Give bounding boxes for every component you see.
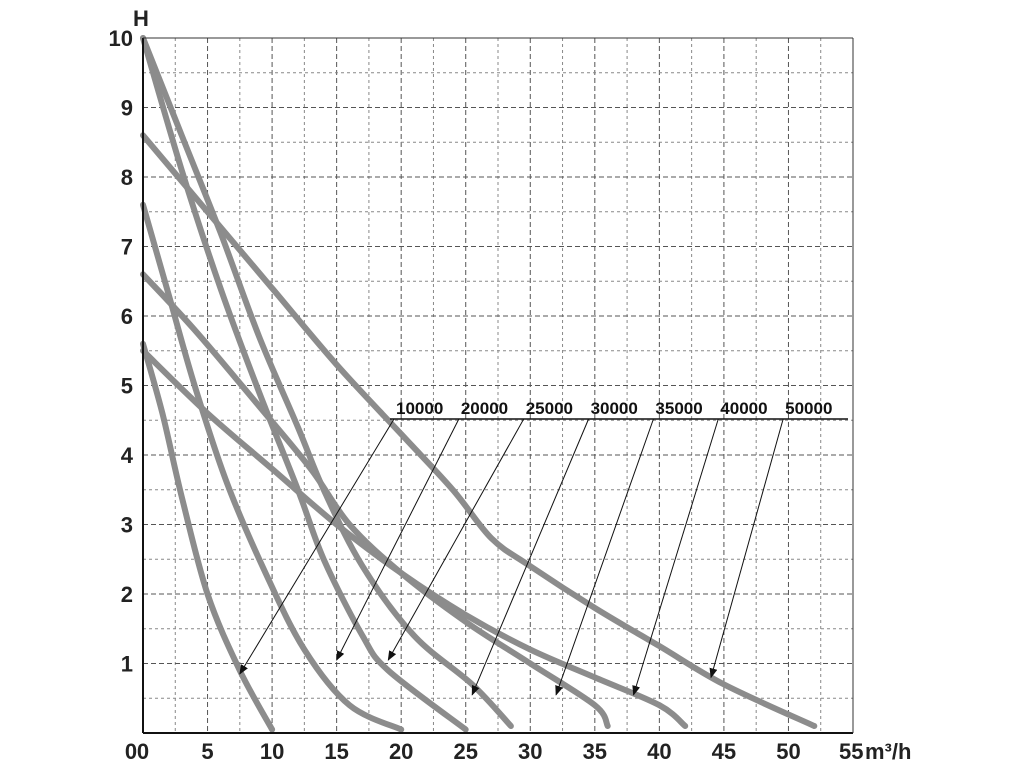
leader-arrow-30000 [471, 418, 590, 696]
x-tick-label: 15 [324, 739, 348, 764]
y-tick-label: 8 [121, 165, 133, 190]
y-tick-label: 7 [121, 235, 133, 260]
curve-40000 [140, 347, 689, 729]
x-tick-label: 5 [201, 739, 213, 764]
curve-label-20000: 20000 [461, 399, 508, 418]
leader-arrow-25000 [387, 418, 525, 661]
curve-label-50000: 50000 [785, 399, 832, 418]
leader-arrows [239, 418, 784, 696]
curve-30000 [140, 35, 514, 729]
grid [143, 38, 853, 733]
curve-label-30000: 30000 [591, 399, 638, 418]
curve-50000 [140, 132, 818, 729]
y-tick-label: 3 [121, 513, 133, 538]
y-axis-label: H [133, 6, 149, 31]
curves [140, 35, 818, 733]
x-tick-label: 0 [137, 739, 149, 764]
y-tick-label: 4 [121, 443, 134, 468]
origin-tick-label: 0 [125, 739, 137, 764]
axes [142, 37, 854, 734]
curve-35000 [140, 271, 611, 729]
leader-arrow-35000 [555, 418, 654, 696]
curve-label-25000: 25000 [526, 399, 573, 418]
leader-arrow-40000 [632, 418, 719, 696]
curve-label-10000: 10000 [396, 399, 443, 418]
x-tick-label: 10 [260, 739, 284, 764]
x-tick-label: 35 [583, 739, 607, 764]
y-tick-label: 2 [121, 582, 133, 607]
x-tick-label: 50 [776, 739, 800, 764]
leader-arrow-20000 [336, 418, 460, 661]
x-tick-label: 20 [389, 739, 413, 764]
curve-labels: 10000 20000 25000 30000 35000 40000 50000 [390, 399, 848, 420]
x-axis-label: m³/h [865, 739, 911, 764]
x-tick-label: 30 [518, 739, 542, 764]
x-tick-label: 40 [647, 739, 671, 764]
x-tick-label: 25 [453, 739, 477, 764]
y-tick-label: 9 [121, 96, 133, 121]
leader-arrow-10000 [239, 418, 395, 675]
x-tick-label: 45 [712, 739, 736, 764]
y-tick-label: 1 [121, 652, 133, 677]
curve-label-35000: 35000 [655, 399, 702, 418]
curve-label-40000: 40000 [720, 399, 767, 418]
y-tick-label: 5 [121, 374, 133, 399]
y-tick-label: 6 [121, 304, 133, 329]
y-tick-label: 10 [109, 26, 133, 51]
leader-arrow-50000 [709, 418, 784, 679]
x-tick-label: 55 [839, 739, 863, 764]
